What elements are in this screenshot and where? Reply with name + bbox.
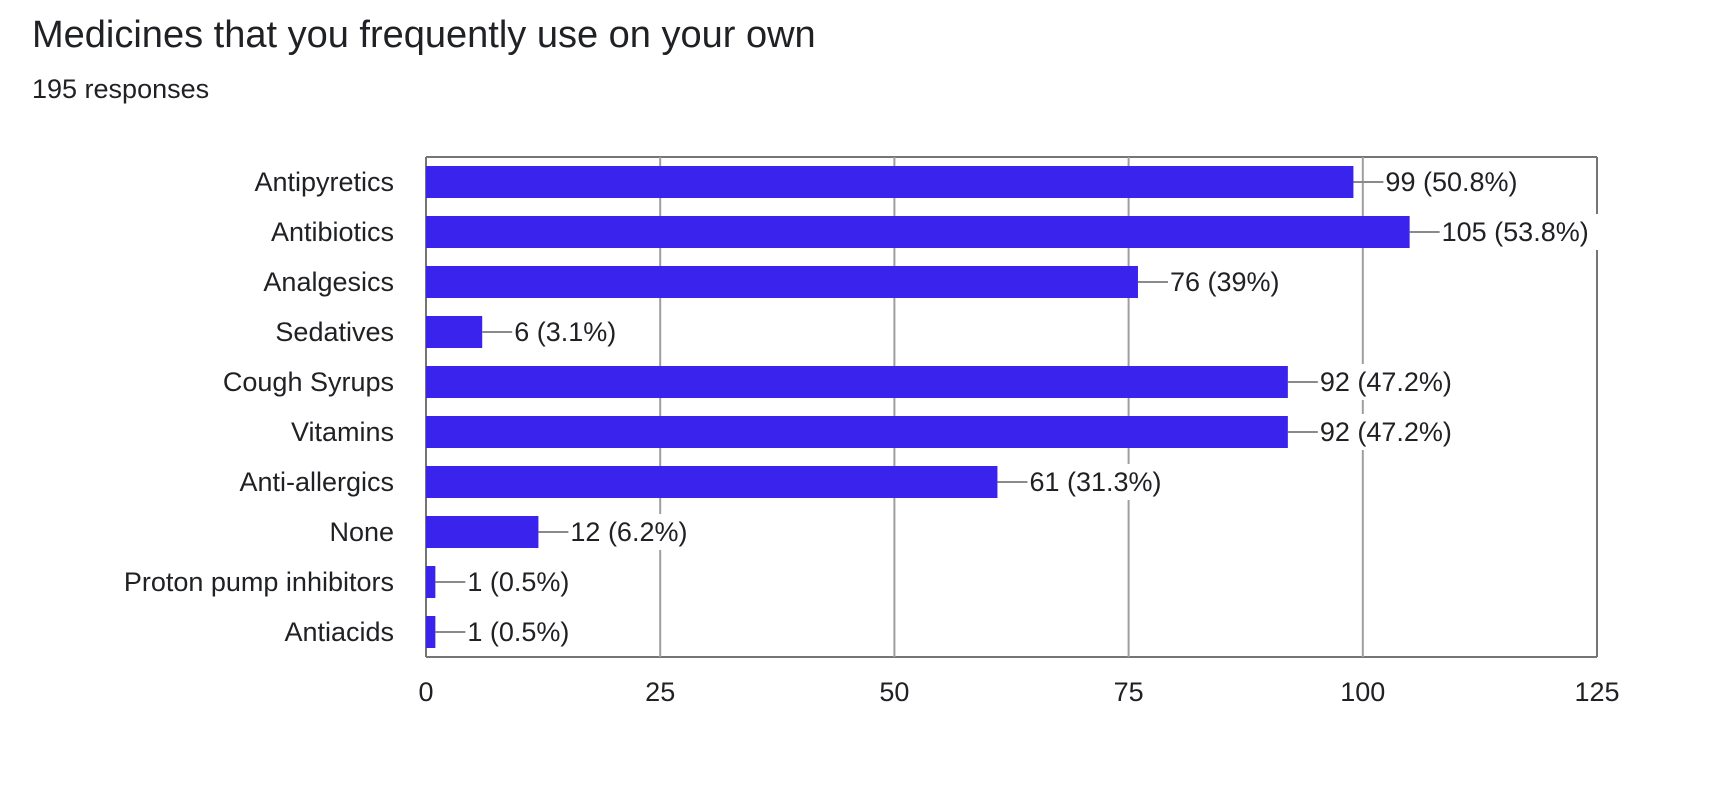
data-label-background [465, 564, 593, 600]
category-label: Proton pump inhibitors [124, 567, 394, 597]
data-label: 105 (53.8%) [1442, 217, 1589, 247]
bar [426, 416, 1288, 448]
bar [426, 516, 539, 548]
x-tick-label: 100 [1340, 677, 1385, 707]
category-label: Analgesics [263, 267, 394, 297]
bar [426, 316, 483, 348]
data-label: 6 (3.1%) [514, 317, 616, 347]
data-label: 92 (47.2%) [1320, 367, 1452, 397]
bar [426, 466, 998, 498]
bar [426, 266, 1138, 298]
data-label-background [1439, 214, 1613, 250]
data-label-background [1317, 364, 1476, 400]
category-label: None [329, 517, 394, 547]
bar [426, 216, 1410, 248]
category-label: Cough Syrups [223, 367, 394, 397]
category-label: Sedatives [275, 317, 394, 347]
data-label-background [1383, 164, 1542, 200]
data-label: 92 (47.2%) [1320, 417, 1452, 447]
bar [426, 366, 1288, 398]
chart-title: Medicines that you frequently use on you… [32, 14, 816, 56]
data-label-background [1027, 464, 1186, 500]
data-label: 61 (31.3%) [1029, 467, 1161, 497]
x-tick-label: 125 [1574, 677, 1619, 707]
data-label-background [465, 614, 593, 650]
data-label-background [1167, 264, 1296, 300]
data-label: 99 (50.8%) [1385, 167, 1517, 197]
category-label: Antibiotics [271, 217, 394, 247]
category-label: Antiacids [284, 617, 394, 647]
data-label-background [1317, 414, 1476, 450]
data-label: 1 (0.5%) [467, 567, 569, 597]
category-label: Antipyretics [254, 167, 394, 197]
response-count: 195 responses [32, 74, 210, 104]
category-label: Vitamins [291, 417, 394, 447]
data-label-background [512, 314, 640, 350]
x-tick-label: 50 [879, 677, 909, 707]
bar [426, 616, 436, 648]
x-tick-label: 25 [645, 677, 675, 707]
data-label: 76 (39%) [1170, 267, 1280, 297]
bar [426, 166, 1354, 198]
data-label: 12 (6.2%) [570, 517, 687, 547]
data-label-background [568, 514, 712, 550]
x-tick-label: 75 [1114, 677, 1144, 707]
bar [426, 566, 436, 598]
x-tick-label: 0 [418, 677, 433, 707]
category-label: Anti-allergics [239, 467, 394, 497]
data-label: 1 (0.5%) [467, 617, 569, 647]
